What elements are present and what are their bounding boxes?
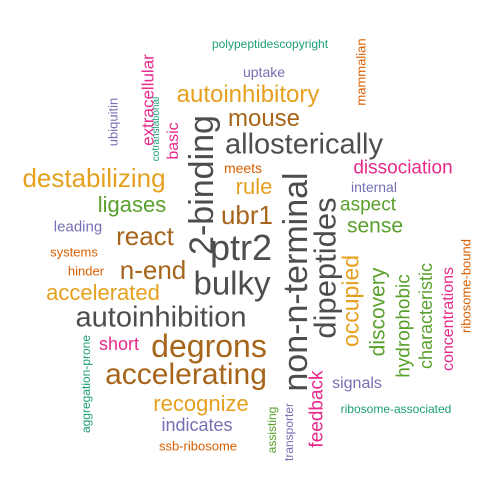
word-bulky: bulky xyxy=(193,264,271,302)
word-uptake: uptake xyxy=(242,64,286,80)
word-autoinhibitory: autoinhibitory xyxy=(176,81,320,108)
word-ribosome-associated: ribosome-associated xyxy=(340,402,452,416)
word-hydrophobic: hydrophobic xyxy=(393,274,415,378)
word-ubiquitin: ubiquitin xyxy=(105,97,121,147)
word-hinder: hinder xyxy=(67,263,105,279)
word-short: short xyxy=(98,334,140,354)
word-rule: rule xyxy=(235,174,273,199)
word-systems: systems xyxy=(50,244,98,260)
word-cotranslational: cotranslational xyxy=(151,96,162,162)
word-ubr1: ubr1 xyxy=(220,200,274,230)
word-mammalian: mammalian xyxy=(353,38,369,106)
word-concentrations: concentrations xyxy=(440,266,457,372)
word-accelerating: accelerating xyxy=(105,358,267,391)
word-characteristic: characteristic xyxy=(416,262,436,370)
word-aggregation-prone: aggregation-prone xyxy=(79,334,93,434)
word-feedback: feedback xyxy=(306,370,328,448)
word-signals: signals xyxy=(332,375,382,392)
word-assisting: assisting xyxy=(265,406,279,454)
word-meets: meets xyxy=(223,160,263,176)
word-ssb-ribosome: ssb-ribosome xyxy=(158,438,238,454)
word-discovery: discovery xyxy=(366,267,390,357)
word-dissociation: dissociation xyxy=(353,157,453,179)
word-n-end: n-end xyxy=(119,255,187,285)
word-ligases: ligases xyxy=(97,192,167,217)
word-recognize: recognize xyxy=(153,391,249,416)
word-degrons: degrons xyxy=(151,328,267,364)
word-mouse: mouse xyxy=(227,105,301,132)
word-polypeptidescopyright: polypeptidescopyright xyxy=(211,37,329,51)
word-react: react xyxy=(116,221,174,251)
word-ribosome-bound: ribosome-bound xyxy=(458,239,474,333)
word-internal: internal xyxy=(351,179,397,195)
word-ptr2: ptr2 xyxy=(209,227,273,268)
word-sense: sense xyxy=(346,214,404,238)
word-leading: leading xyxy=(53,218,103,236)
word-allosterically: allosterically xyxy=(225,128,383,161)
word-dipeptides: dipeptides xyxy=(307,197,343,339)
word-aspect: aspect xyxy=(340,194,396,216)
word-destabilizing: destabilizing xyxy=(22,163,166,193)
word-accelerated: accelerated xyxy=(46,280,160,305)
word-transporter: transporter xyxy=(282,402,296,462)
word-occupied: occupied xyxy=(337,254,364,348)
word-autoinhibition: autoinhibition xyxy=(75,301,247,334)
word-indicates: indicates xyxy=(161,415,233,435)
word-basic: basic xyxy=(165,122,182,160)
